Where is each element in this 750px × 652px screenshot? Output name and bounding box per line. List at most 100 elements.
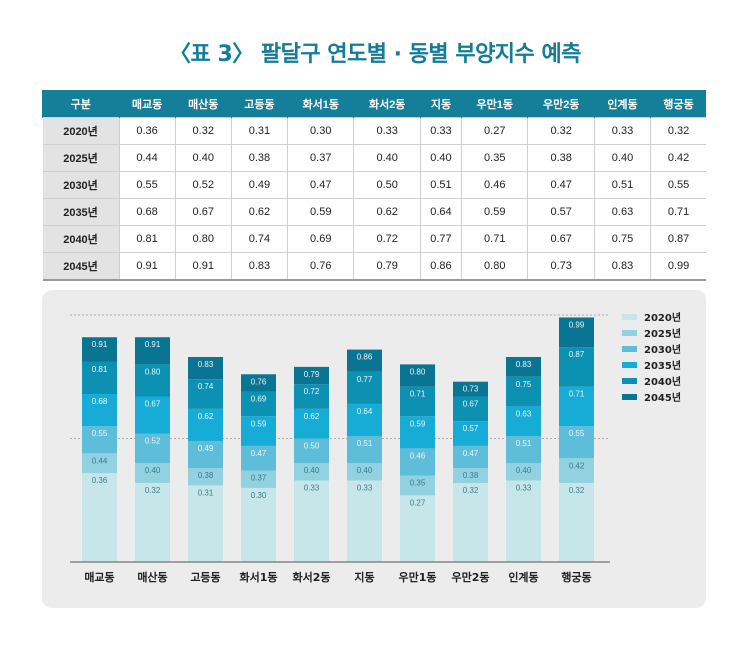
bar-segment <box>241 487 276 562</box>
bar-segment <box>506 406 541 437</box>
bar-segment <box>294 463 329 481</box>
bar-segment <box>135 396 170 434</box>
data-label: 0.63 <box>516 409 532 418</box>
table-cell: 0.40 <box>353 144 421 172</box>
bar-segment <box>135 482 170 562</box>
table-cell: 0.75 <box>593 225 652 253</box>
bar-segment <box>559 347 594 387</box>
table-cell: 0.47 <box>287 171 355 199</box>
data-label: 0.83 <box>198 360 214 369</box>
table-cell: 0.72 <box>353 225 421 253</box>
table-cell: 0.59 <box>461 198 529 226</box>
bar-segment <box>453 445 488 469</box>
bar-segment <box>559 458 594 483</box>
data-label: 0.33 <box>304 483 320 492</box>
data-label: 0.59 <box>251 419 267 428</box>
data-label: 0.99 <box>569 320 585 329</box>
row-year: 2040년 <box>42 225 120 253</box>
bar-segment <box>135 433 170 464</box>
bar-segment <box>82 473 117 562</box>
data-label: 0.42 <box>569 461 585 470</box>
header-dong: 화서2동 <box>353 90 421 118</box>
row-year: 2035년 <box>42 198 120 226</box>
legend-label: 2045년 <box>644 391 681 404</box>
bar-segment <box>241 416 276 446</box>
bar-segment <box>400 495 435 562</box>
data-label: 0.69 <box>251 395 267 404</box>
data-label: 0.71 <box>410 390 426 399</box>
table-cell: 0.83 <box>230 252 289 281</box>
table-cell: 0.51 <box>593 171 652 199</box>
bar-segment <box>506 463 541 481</box>
bar-segment <box>559 426 594 459</box>
data-label: 0.40 <box>304 466 320 475</box>
table-cell: 0.79 <box>353 252 421 281</box>
bar-segment <box>400 386 435 417</box>
category-label: 인계동 <box>508 570 538 584</box>
data-label: 0.67 <box>145 400 161 409</box>
data-label: 0.67 <box>463 400 479 409</box>
table-cell: 0.47 <box>527 171 595 199</box>
bar-segment <box>506 436 541 464</box>
category-label: 매산동 <box>137 570 167 584</box>
header-dong: 매교동 <box>118 90 176 118</box>
table-row: 2035년 0.68 0.67 0.62 0.59 0.62 0.64 0.59 0.57 0.6… <box>42 198 706 226</box>
data-label: 0.72 <box>304 387 320 396</box>
table-row: 2025년 0.44 0.40 0.38 0.37 0.40 0.40 0.35 0.38 0.4… <box>42 144 706 172</box>
header-dong: 지동 <box>419 90 462 118</box>
header-category: 구분 <box>42 90 119 118</box>
category-label: 우만1동 <box>398 570 436 584</box>
category-label: 우만2동 <box>451 570 489 584</box>
bar-segment <box>559 386 594 427</box>
data-label: 0.79 <box>304 370 320 379</box>
bar-segment <box>453 421 488 446</box>
bar-segment <box>453 482 488 562</box>
table-cell: 0.73 <box>527 252 595 281</box>
legend-swatch <box>622 378 637 384</box>
bar-segment <box>453 381 488 397</box>
table-cell: 0.63 <box>593 198 652 226</box>
legend-label: 2035년 <box>644 359 681 372</box>
table-cell: 0.99 <box>650 252 706 281</box>
bar-segment <box>453 396 488 422</box>
data-label: 0.86 <box>357 353 373 362</box>
bar-segment <box>135 364 170 397</box>
data-label: 0.36 <box>92 476 108 485</box>
category-label: 화서1동 <box>239 570 277 584</box>
legend-label: 2020년 <box>644 311 681 324</box>
category-label: 행궁동 <box>561 570 591 584</box>
data-label: 0.74 <box>198 382 214 391</box>
table-cell: 0.69 <box>287 225 355 253</box>
bar-segment <box>559 482 594 562</box>
bar-segment <box>506 376 541 407</box>
table-header: 구분 매교동 매산동 고등동 화서1동 화서2동 지동 우만1동 우만2동 인계동 행궁동 <box>42 90 706 118</box>
bar-segment <box>188 356 223 380</box>
bar-segment <box>188 440 223 469</box>
data-label: 0.32 <box>569 486 585 495</box>
forecast-table: 구분 매교동 매산동 고등동 화서1동 화서2동 지동 우만1동 우만2동 인계동 행궁동 2020… <box>42 90 706 281</box>
bar-segment <box>347 349 382 372</box>
data-label: 0.27 <box>410 498 426 507</box>
bar-segment <box>82 337 117 362</box>
data-label: 0.46 <box>410 451 426 460</box>
bar-segment <box>294 366 329 385</box>
data-label: 0.51 <box>516 439 532 448</box>
data-label: 0.76 <box>251 377 267 386</box>
data-label: 0.37 <box>251 474 267 483</box>
data-label: 0.71 <box>569 390 585 399</box>
bar-segment <box>294 384 329 409</box>
bar-segment <box>82 453 117 474</box>
table-row: 2045년 0.91 0.91 0.83 0.76 0.79 0.86 0.80 0.73 0.8… <box>42 252 706 281</box>
bar-segment <box>294 438 329 464</box>
table-row: 2040년 0.81 0.80 0.74 0.69 0.72 0.77 0.71 0.67 0.7… <box>42 225 706 253</box>
data-label: 0.47 <box>251 449 267 458</box>
page-title: 〈표 3〉 팔달구 연도별 · 동별 부양지수 예측 <box>169 42 581 67</box>
bar-segment <box>453 468 488 483</box>
bar-segment <box>506 356 541 377</box>
table-cell: 0.62 <box>230 198 289 226</box>
data-label: 0.50 <box>304 442 320 451</box>
data-label: 0.30 <box>251 491 267 500</box>
data-label: 0.77 <box>357 375 373 384</box>
table-cell: 0.87 <box>650 225 706 253</box>
